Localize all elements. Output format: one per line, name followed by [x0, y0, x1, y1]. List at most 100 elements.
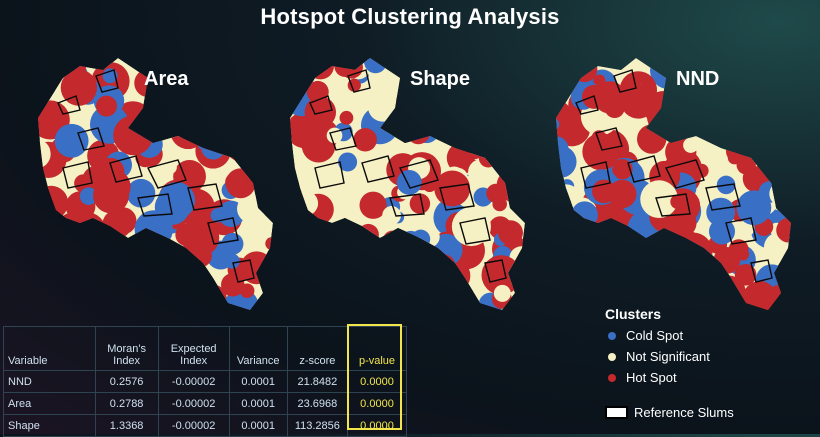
cluster-blob	[556, 273, 575, 302]
clusters-legend: Clusters Cold Spot Not Significant Hot S…	[605, 306, 805, 388]
cell-morans-index: 0.2576	[94, 370, 159, 393]
cluster-blob	[66, 212, 107, 252]
cluster-blob	[422, 177, 437, 193]
cell-morans-index: 0.2788	[94, 392, 159, 415]
cluster-blob	[221, 130, 236, 145]
cluster-blob	[669, 245, 697, 273]
cluster-blob	[670, 194, 685, 209]
legend-title: Clusters	[605, 306, 662, 322]
reference-slum-outline	[580, 161, 611, 189]
cluster-blob	[501, 58, 522, 76]
cluster-blob	[683, 137, 699, 153]
cluster-blob	[113, 115, 153, 156]
cluster-blob	[38, 58, 69, 81]
cluster-blob	[711, 275, 746, 310]
shape-map	[290, 58, 525, 310]
cluster-blob	[202, 134, 219, 151]
cluster-blob	[193, 77, 209, 92]
cluster-blob	[768, 160, 784, 176]
cluster-blob	[404, 246, 419, 261]
cluster-blob	[493, 284, 511, 302]
cluster-blob	[307, 58, 334, 80]
cluster-blob	[425, 97, 464, 136]
header-z-score: z-score	[286, 326, 349, 371]
cell-variable: Area	[3, 392, 96, 415]
reference-slum-outline	[725, 217, 757, 245]
legend-item-not-significant: Not Significant	[605, 346, 805, 367]
cluster-blob	[306, 237, 336, 267]
cluster-blob	[224, 116, 263, 155]
cluster-blob	[182, 273, 203, 295]
cluster-blob	[38, 229, 64, 267]
cluster-blob	[74, 261, 112, 299]
cluster-blob	[93, 177, 130, 214]
cluster-blob	[382, 206, 401, 225]
reference-slum-outline	[389, 193, 425, 217]
cluster-blob	[620, 82, 657, 119]
cluster-blob	[46, 233, 85, 273]
cluster-blob	[80, 239, 98, 257]
cluster-blob	[337, 243, 363, 269]
cluster-blob	[681, 96, 717, 131]
cluster-blob	[556, 145, 577, 178]
area-map	[38, 58, 273, 310]
cell-expected-index: -0.00002	[157, 392, 230, 415]
cluster-blob	[187, 285, 216, 310]
cluster-blob	[197, 91, 220, 114]
cluster-blob	[60, 69, 98, 106]
cluster-blob	[571, 201, 598, 228]
legend-item-hot-spot: Hot Spot	[605, 367, 805, 388]
cluster-blob	[657, 87, 695, 125]
cluster-blob	[38, 138, 51, 169]
cluster-blob	[612, 159, 633, 180]
cluster-blob	[221, 232, 244, 255]
reference-slum-outline	[109, 155, 143, 183]
cluster-blob	[654, 252, 685, 283]
cluster-blob	[238, 110, 270, 142]
cluster-blob	[399, 97, 429, 127]
cluster-blob	[95, 95, 118, 117]
cluster-blob	[556, 136, 569, 162]
cluster-blob	[328, 263, 360, 296]
reference-slum-outline	[613, 69, 637, 93]
map-panel-area: Area	[18, 48, 288, 310]
reference-slum-outline	[309, 95, 333, 115]
cluster-blob	[240, 251, 273, 285]
cluster-blob	[766, 164, 781, 179]
cluster-blob	[290, 149, 308, 181]
cell-variance: 0.0001	[228, 414, 288, 437]
cell-variance: 0.0001	[228, 392, 288, 415]
legend-item-cold-spot: Cold Spot	[605, 325, 805, 346]
cluster-blob	[694, 163, 709, 178]
cluster-blob	[338, 152, 358, 172]
cell-z-score: 21.8482	[286, 370, 349, 393]
table-header-row: Variable Moran's Index Expected Index Va…	[3, 326, 407, 371]
cluster-blob	[357, 223, 379, 246]
cluster-blob	[206, 96, 231, 121]
cell-z-score: 113.2856	[286, 414, 349, 437]
cluster-blob	[188, 244, 212, 268]
cluster-blob	[210, 208, 226, 223]
cluster-blob	[315, 230, 345, 259]
cluster-blob	[38, 74, 42, 88]
cell-variable: Shape	[3, 414, 96, 437]
cluster-blob	[496, 168, 525, 202]
cluster-blob	[725, 139, 750, 163]
cluster-blob	[461, 94, 490, 122]
cluster-blob	[336, 247, 361, 271]
cluster-blob	[556, 58, 574, 86]
cluster-blob	[395, 294, 408, 307]
cluster-blob	[706, 197, 736, 227]
cluster-blob	[238, 138, 269, 169]
cluster-blob	[38, 63, 63, 104]
cluster-blob	[364, 58, 387, 74]
cell-variance: 0.0001	[228, 370, 288, 393]
cluster-blob	[225, 129, 258, 162]
cluster-blob	[510, 193, 525, 210]
hot-spot-dot-icon	[608, 373, 616, 382]
reference-slum-outline	[146, 159, 187, 189]
cluster-blob	[556, 217, 563, 231]
map-panel-shape: Shape	[270, 48, 540, 310]
map-label-shape: Shape	[410, 68, 471, 90]
header-variance: Variance	[228, 326, 288, 371]
